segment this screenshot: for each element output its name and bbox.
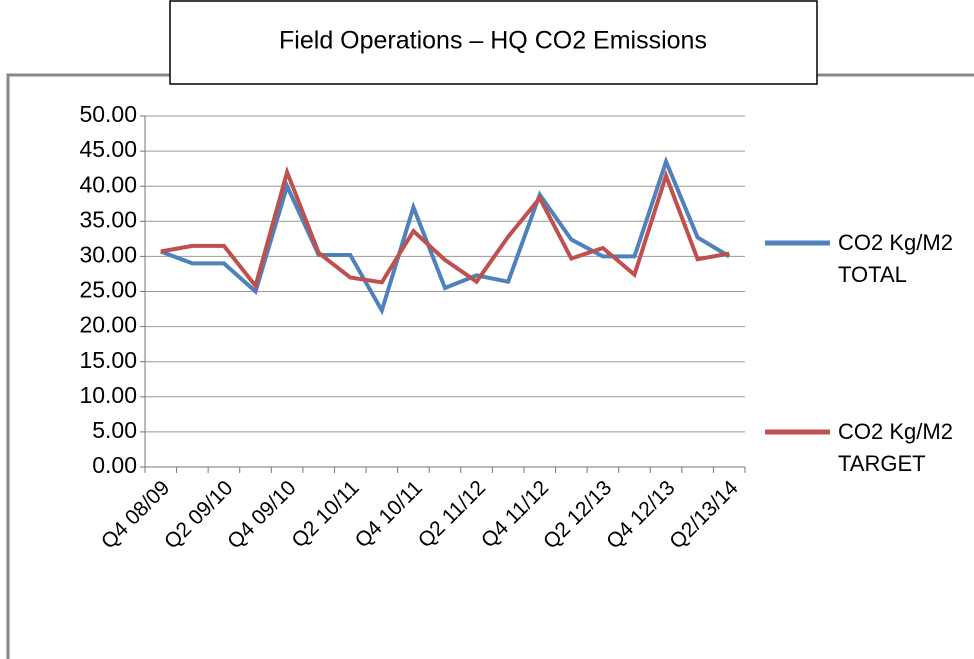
legend-label: CO2 Kg/M2 TOTAL [838, 230, 953, 287]
y-tick-label: 35.00 [79, 206, 137, 232]
series-line [160, 165, 730, 291]
y-tick-label: 50.00 [79, 101, 137, 127]
y-tick-label: 0.00 [92, 452, 137, 478]
y-tick-label: 25.00 [79, 277, 137, 303]
frame [6, 73, 974, 659]
y-tick-label: 20.00 [79, 312, 137, 338]
y-tick-label: 10.00 [79, 382, 137, 408]
y-tick-label: 30.00 [79, 241, 137, 267]
legend-entry: CO2 Kg/M2 TOTAL [838, 230, 953, 287]
y-tick-label: 40.00 [79, 171, 137, 197]
series-line [160, 155, 731, 316]
y-tick-label: 15.00 [79, 347, 137, 373]
title-box [169, 0, 818, 85]
y-tick-label: 5.00 [92, 417, 137, 443]
y-tick-label: 45.00 [79, 136, 137, 162]
chart-title: Field Operations – HQ CO2 Emissions [279, 27, 707, 55]
legend-label: CO2 Kg/M2 TARGET [838, 419, 953, 476]
legend-entry: CO2 Kg/M2 TARGET [838, 419, 953, 476]
